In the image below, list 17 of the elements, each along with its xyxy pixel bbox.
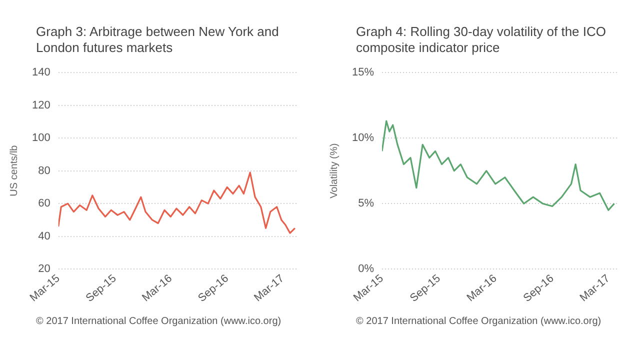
y-axis-title: US cents/lb [8,144,20,196]
y-tick-label: 20 [38,263,50,276]
y-tick-label: 140 [32,66,50,79]
y-axis-title: Volatility (%) [328,143,340,198]
y-tick-label: 5% [358,198,374,210]
y-tick-label: 80 [38,164,50,177]
y-tick-label: 120 [32,99,50,112]
y-tick-label: 0% [358,263,374,276]
chart-title: Graph 4: Rolling 30-day volatility of the ICO composite indicator price [356,24,608,56]
text: © 2017 International Coffee Organization (www.ico.org) [356,316,602,327]
y-tick-label: 60 [38,198,50,210]
chart-title: Graph 3: Arbitrage between New York and London futures markets [36,24,280,56]
y-tick-label: 100 [32,132,50,144]
text: © 2017 International Coffee Organization (www.ico.org) [36,316,282,327]
y-tick-label: 40 [38,230,50,242]
y-tick-label: 10% [352,132,374,144]
y-tick-label: 15% [352,66,374,79]
